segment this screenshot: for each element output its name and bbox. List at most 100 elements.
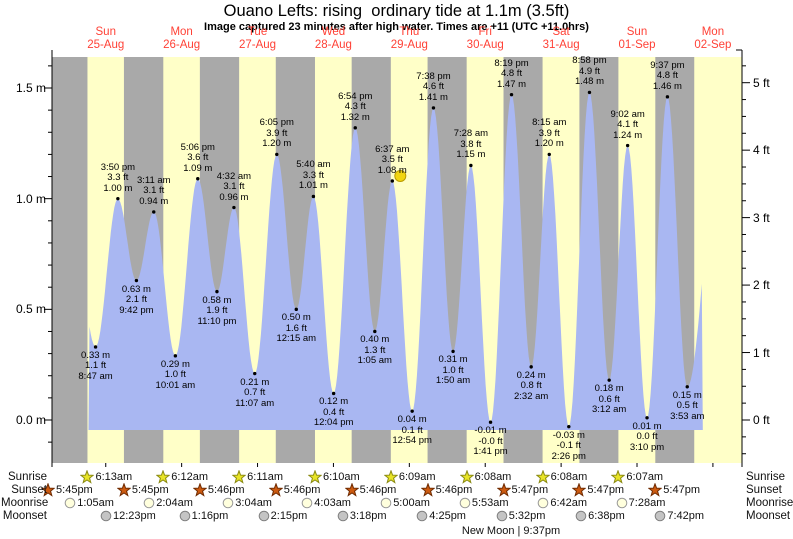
- y-axis-right-label: 1 ft: [753, 345, 770, 360]
- high-tide-dot: [665, 95, 670, 99]
- sunrise-star-icon: [459, 469, 475, 485]
- moonset-time: 7:42pm: [654, 508, 704, 524]
- low-tide-dot: [294, 307, 298, 312]
- low-tide-dot: [93, 345, 98, 349]
- high-tide-dot: [152, 210, 156, 214]
- sunrise-star-icon: [535, 469, 551, 485]
- tide-high-label: 7:38 pm 4.6 ft 1.41 m: [416, 70, 451, 103]
- moonset-time: 6:38pm: [575, 508, 625, 524]
- moonset-circle-icon: [258, 510, 271, 522]
- moonset-time: 1:16pm: [179, 508, 228, 524]
- moonset-row-label-left: Moonset: [2, 510, 47, 522]
- low-tide-dot: [331, 391, 336, 396]
- low-tide-dot: [567, 424, 571, 429]
- moonset-circle-icon: [179, 510, 192, 522]
- sunrise-time: 6:11am: [232, 469, 283, 485]
- moonrise-circle-icon: [537, 497, 550, 509]
- sunset-star-icon: [268, 482, 284, 498]
- sunrise-time: 6:08am: [535, 469, 587, 485]
- day-label: Mon 26-Aug: [163, 26, 201, 51]
- high-tide-dot: [509, 92, 514, 97]
- tide-low-label: 0.24 m 0.8 ft 2:32 am: [514, 369, 549, 402]
- tide-low-label: 0.63 m 2.1 ft 9:42 pm: [119, 283, 154, 316]
- low-tide-dot: [451, 349, 455, 354]
- sunrise-star-icon: [232, 469, 247, 485]
- sunset-star-icon: [116, 482, 132, 498]
- moonrise-time: 4:03am: [301, 495, 351, 511]
- tide-low-label: 0.15 m 0.5 ft 3:53 am: [670, 389, 705, 422]
- tide-low-label: 0.58 m 1.9 ft 11:10 pm: [197, 294, 237, 327]
- tide-low-label: -0.03 m -0.1 ft 2:26 pm: [551, 429, 586, 462]
- moonrise-circle-icon: [616, 497, 629, 509]
- high-tide-dot: [275, 152, 279, 157]
- sunrise-star-icon: [611, 469, 626, 485]
- tide-high-label: 8:58 pm 4.9 ft 1.48 m: [572, 55, 607, 88]
- tide-high-label: 8:15 am 3.9 ft 1.20 m: [532, 117, 567, 150]
- sunrise-time: 6:13am: [80, 469, 132, 485]
- moonrise-circle-icon: [64, 497, 77, 509]
- day-label: Thu 29-Aug: [390, 26, 428, 51]
- tide-low-label: 0.29 m 1.0 ft 10:01 am: [155, 358, 196, 391]
- tide-low-label: 0.12 m 0.4 ft 12:04 pm: [313, 396, 354, 429]
- moonset-time: 5:32pm: [496, 508, 545, 524]
- sunrise-star-icon: [156, 469, 171, 485]
- sunset-star-icon: [192, 482, 208, 498]
- tide-high-label: 6:54 pm 4.3 ft 1.32 m: [338, 90, 373, 123]
- low-tide-dot: [173, 354, 178, 358]
- low-tide-dot: [488, 420, 493, 424]
- tide-low-label: 0.18 m 0.6 ft 3:12 am: [592, 383, 627, 416]
- sunrise-star-icon: [383, 469, 399, 485]
- sunset-time: 5:46pm: [268, 482, 320, 498]
- y-axis-left-label: 1.0 m: [15, 191, 46, 206]
- sunset-star-icon: [648, 482, 663, 498]
- sunset-time: 5:45pm: [41, 482, 93, 498]
- y-axis-right-label: 4 ft: [753, 143, 770, 158]
- moonset-circle-icon: [496, 510, 509, 522]
- low-tide-dot: [645, 416, 649, 420]
- sunrise-star-icon: [80, 469, 95, 485]
- high-tide-dot: [469, 163, 473, 168]
- high-tide-dot: [196, 177, 200, 181]
- moonset-circle-icon: [654, 510, 667, 522]
- sunset-time: 5:46pm: [344, 482, 396, 498]
- sunrise-time: 6:09am: [383, 469, 436, 485]
- moonrise-time: 6:42am: [537, 495, 587, 511]
- tide-high-label: 9:02 am 4.1 ft 1.24 m: [610, 108, 645, 141]
- tide-high-label: 4:32 am 3.1 ft 0.96 m: [216, 170, 252, 203]
- moonrise-time: 7:28am: [616, 495, 665, 511]
- new-moon-label: New Moon | 9:37pm: [461, 525, 561, 537]
- day-label: Sun 01-Sep: [618, 26, 656, 51]
- sunrise-time: 6:08am: [459, 469, 511, 485]
- sunset-star-icon: [496, 482, 512, 498]
- low-tide-dot: [529, 365, 533, 369]
- day-label: Tue 27-Aug: [238, 26, 277, 51]
- sunrise-row-label-left: Sunrise: [8, 471, 47, 483]
- moonrise-row-label-left: Moonrise: [1, 497, 49, 509]
- high-tide-dot: [232, 205, 236, 210]
- moonset-time: 12:23pm: [100, 508, 156, 524]
- tide-low-label: 0.04 m 0.1 ft 12:54 pm: [392, 414, 432, 447]
- sunrise-time: 6:12am: [156, 469, 208, 485]
- high-tide-dot: [587, 90, 592, 95]
- sunset-star-icon: [572, 482, 587, 498]
- y-axis-left-label: 0.0 m: [15, 413, 46, 427]
- high-tide-dot: [431, 106, 436, 110]
- sunrise-time: 6:07am: [611, 469, 663, 485]
- tide-high-label: 5:06 pm 3.6 ft 1.09 m: [180, 141, 215, 174]
- tide-high-label: 6:05 pm 3.9 ft 1.20 m: [259, 117, 294, 150]
- high-tide-dot: [625, 143, 630, 148]
- moonrise-time: 1:05am: [64, 495, 114, 511]
- moonset-circle-icon: [337, 510, 350, 522]
- sunset-star-icon: [420, 482, 436, 498]
- moonset-time: 4:25pm: [416, 508, 466, 524]
- high-tide-dot: [353, 126, 357, 130]
- moonset-row-label-right: Moonset: [746, 510, 791, 522]
- low-tide-dot: [253, 371, 257, 376]
- day-label: Wed 28-Aug: [314, 26, 352, 51]
- sunset-row-label-right: Sunset: [746, 484, 782, 496]
- tide-high-label: 7:28 am 3.8 ft 1.15 m: [453, 128, 489, 161]
- high-tide-dot: [116, 196, 120, 201]
- moonset-time: 3:18pm: [337, 508, 387, 524]
